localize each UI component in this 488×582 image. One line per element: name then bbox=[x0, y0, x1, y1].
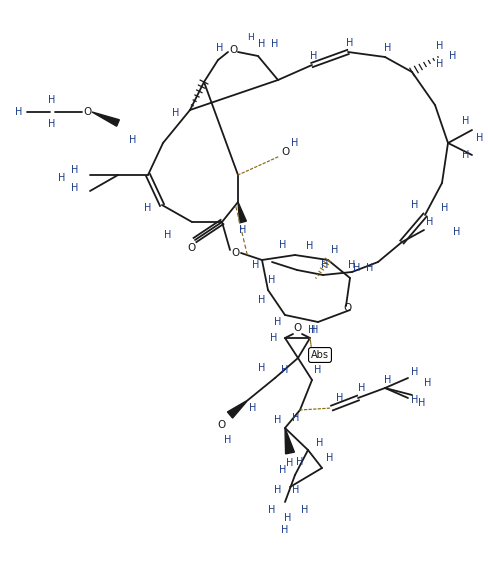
Text: H: H bbox=[15, 107, 22, 117]
Text: H: H bbox=[321, 260, 329, 270]
Text: H: H bbox=[366, 263, 374, 273]
Text: O: O bbox=[282, 147, 290, 157]
Text: Abs: Abs bbox=[311, 350, 329, 360]
Text: H: H bbox=[292, 485, 300, 495]
Text: O: O bbox=[83, 107, 91, 117]
Text: H: H bbox=[285, 513, 292, 523]
Text: H: H bbox=[216, 43, 224, 53]
Text: H: H bbox=[144, 203, 152, 213]
Polygon shape bbox=[92, 112, 120, 126]
Text: H: H bbox=[271, 39, 279, 49]
Text: O: O bbox=[232, 248, 240, 258]
Text: H: H bbox=[296, 457, 304, 467]
Text: H: H bbox=[164, 230, 172, 240]
Text: H: H bbox=[279, 465, 286, 475]
Text: H: H bbox=[279, 240, 286, 250]
Text: H: H bbox=[385, 375, 392, 385]
Text: H: H bbox=[58, 173, 66, 183]
Text: O: O bbox=[188, 243, 196, 253]
Text: H: H bbox=[308, 325, 316, 335]
Polygon shape bbox=[227, 400, 248, 418]
Text: H: H bbox=[71, 183, 79, 193]
Text: H: H bbox=[346, 38, 354, 48]
Text: H: H bbox=[306, 241, 314, 251]
Text: H: H bbox=[436, 59, 444, 69]
Text: H: H bbox=[316, 438, 324, 448]
Text: H: H bbox=[311, 325, 319, 335]
Text: O: O bbox=[229, 45, 237, 55]
Text: H: H bbox=[252, 260, 260, 270]
Text: H: H bbox=[291, 138, 299, 148]
Polygon shape bbox=[285, 428, 294, 454]
Text: H: H bbox=[424, 378, 432, 388]
Text: H: H bbox=[385, 43, 392, 53]
Text: H: H bbox=[441, 203, 448, 213]
Text: O: O bbox=[293, 323, 301, 333]
Text: H: H bbox=[314, 365, 322, 375]
Text: H: H bbox=[239, 225, 247, 235]
Text: H: H bbox=[411, 200, 419, 210]
Polygon shape bbox=[238, 202, 246, 223]
Text: O: O bbox=[344, 303, 352, 313]
Text: H: H bbox=[270, 333, 278, 343]
Text: H: H bbox=[224, 435, 232, 445]
Text: H: H bbox=[286, 458, 294, 468]
Text: H: H bbox=[129, 135, 137, 145]
Text: H: H bbox=[258, 39, 265, 49]
Text: H: H bbox=[268, 275, 276, 285]
Text: H: H bbox=[274, 317, 282, 327]
Text: H: H bbox=[258, 363, 265, 373]
Text: H: H bbox=[411, 367, 419, 377]
Text: H: H bbox=[449, 51, 457, 61]
Text: H: H bbox=[310, 51, 318, 61]
Text: H: H bbox=[348, 260, 356, 270]
Text: H: H bbox=[411, 395, 419, 405]
Text: H: H bbox=[453, 227, 461, 237]
Text: H: H bbox=[281, 525, 289, 535]
Text: H: H bbox=[268, 505, 276, 515]
Text: H: H bbox=[48, 119, 56, 129]
Text: O: O bbox=[218, 420, 226, 430]
Text: H: H bbox=[246, 34, 253, 42]
Text: H: H bbox=[292, 413, 300, 423]
Text: H: H bbox=[331, 245, 339, 255]
Text: H: H bbox=[462, 116, 469, 126]
Text: H: H bbox=[301, 505, 309, 515]
Text: H: H bbox=[326, 453, 334, 463]
Text: H: H bbox=[476, 133, 484, 143]
Text: H: H bbox=[274, 415, 282, 425]
Text: H: H bbox=[48, 95, 56, 105]
Text: H: H bbox=[358, 383, 366, 393]
Text: H: H bbox=[258, 295, 265, 305]
Text: H: H bbox=[427, 217, 434, 227]
Text: H: H bbox=[281, 365, 289, 375]
Text: H: H bbox=[418, 398, 426, 408]
Text: H: H bbox=[172, 108, 180, 118]
Text: H: H bbox=[336, 393, 344, 403]
Text: H: H bbox=[462, 150, 469, 160]
Text: H: H bbox=[249, 403, 257, 413]
Text: H: H bbox=[274, 485, 282, 495]
Text: H: H bbox=[353, 263, 361, 273]
Text: H: H bbox=[71, 165, 79, 175]
Text: H: H bbox=[436, 41, 444, 51]
